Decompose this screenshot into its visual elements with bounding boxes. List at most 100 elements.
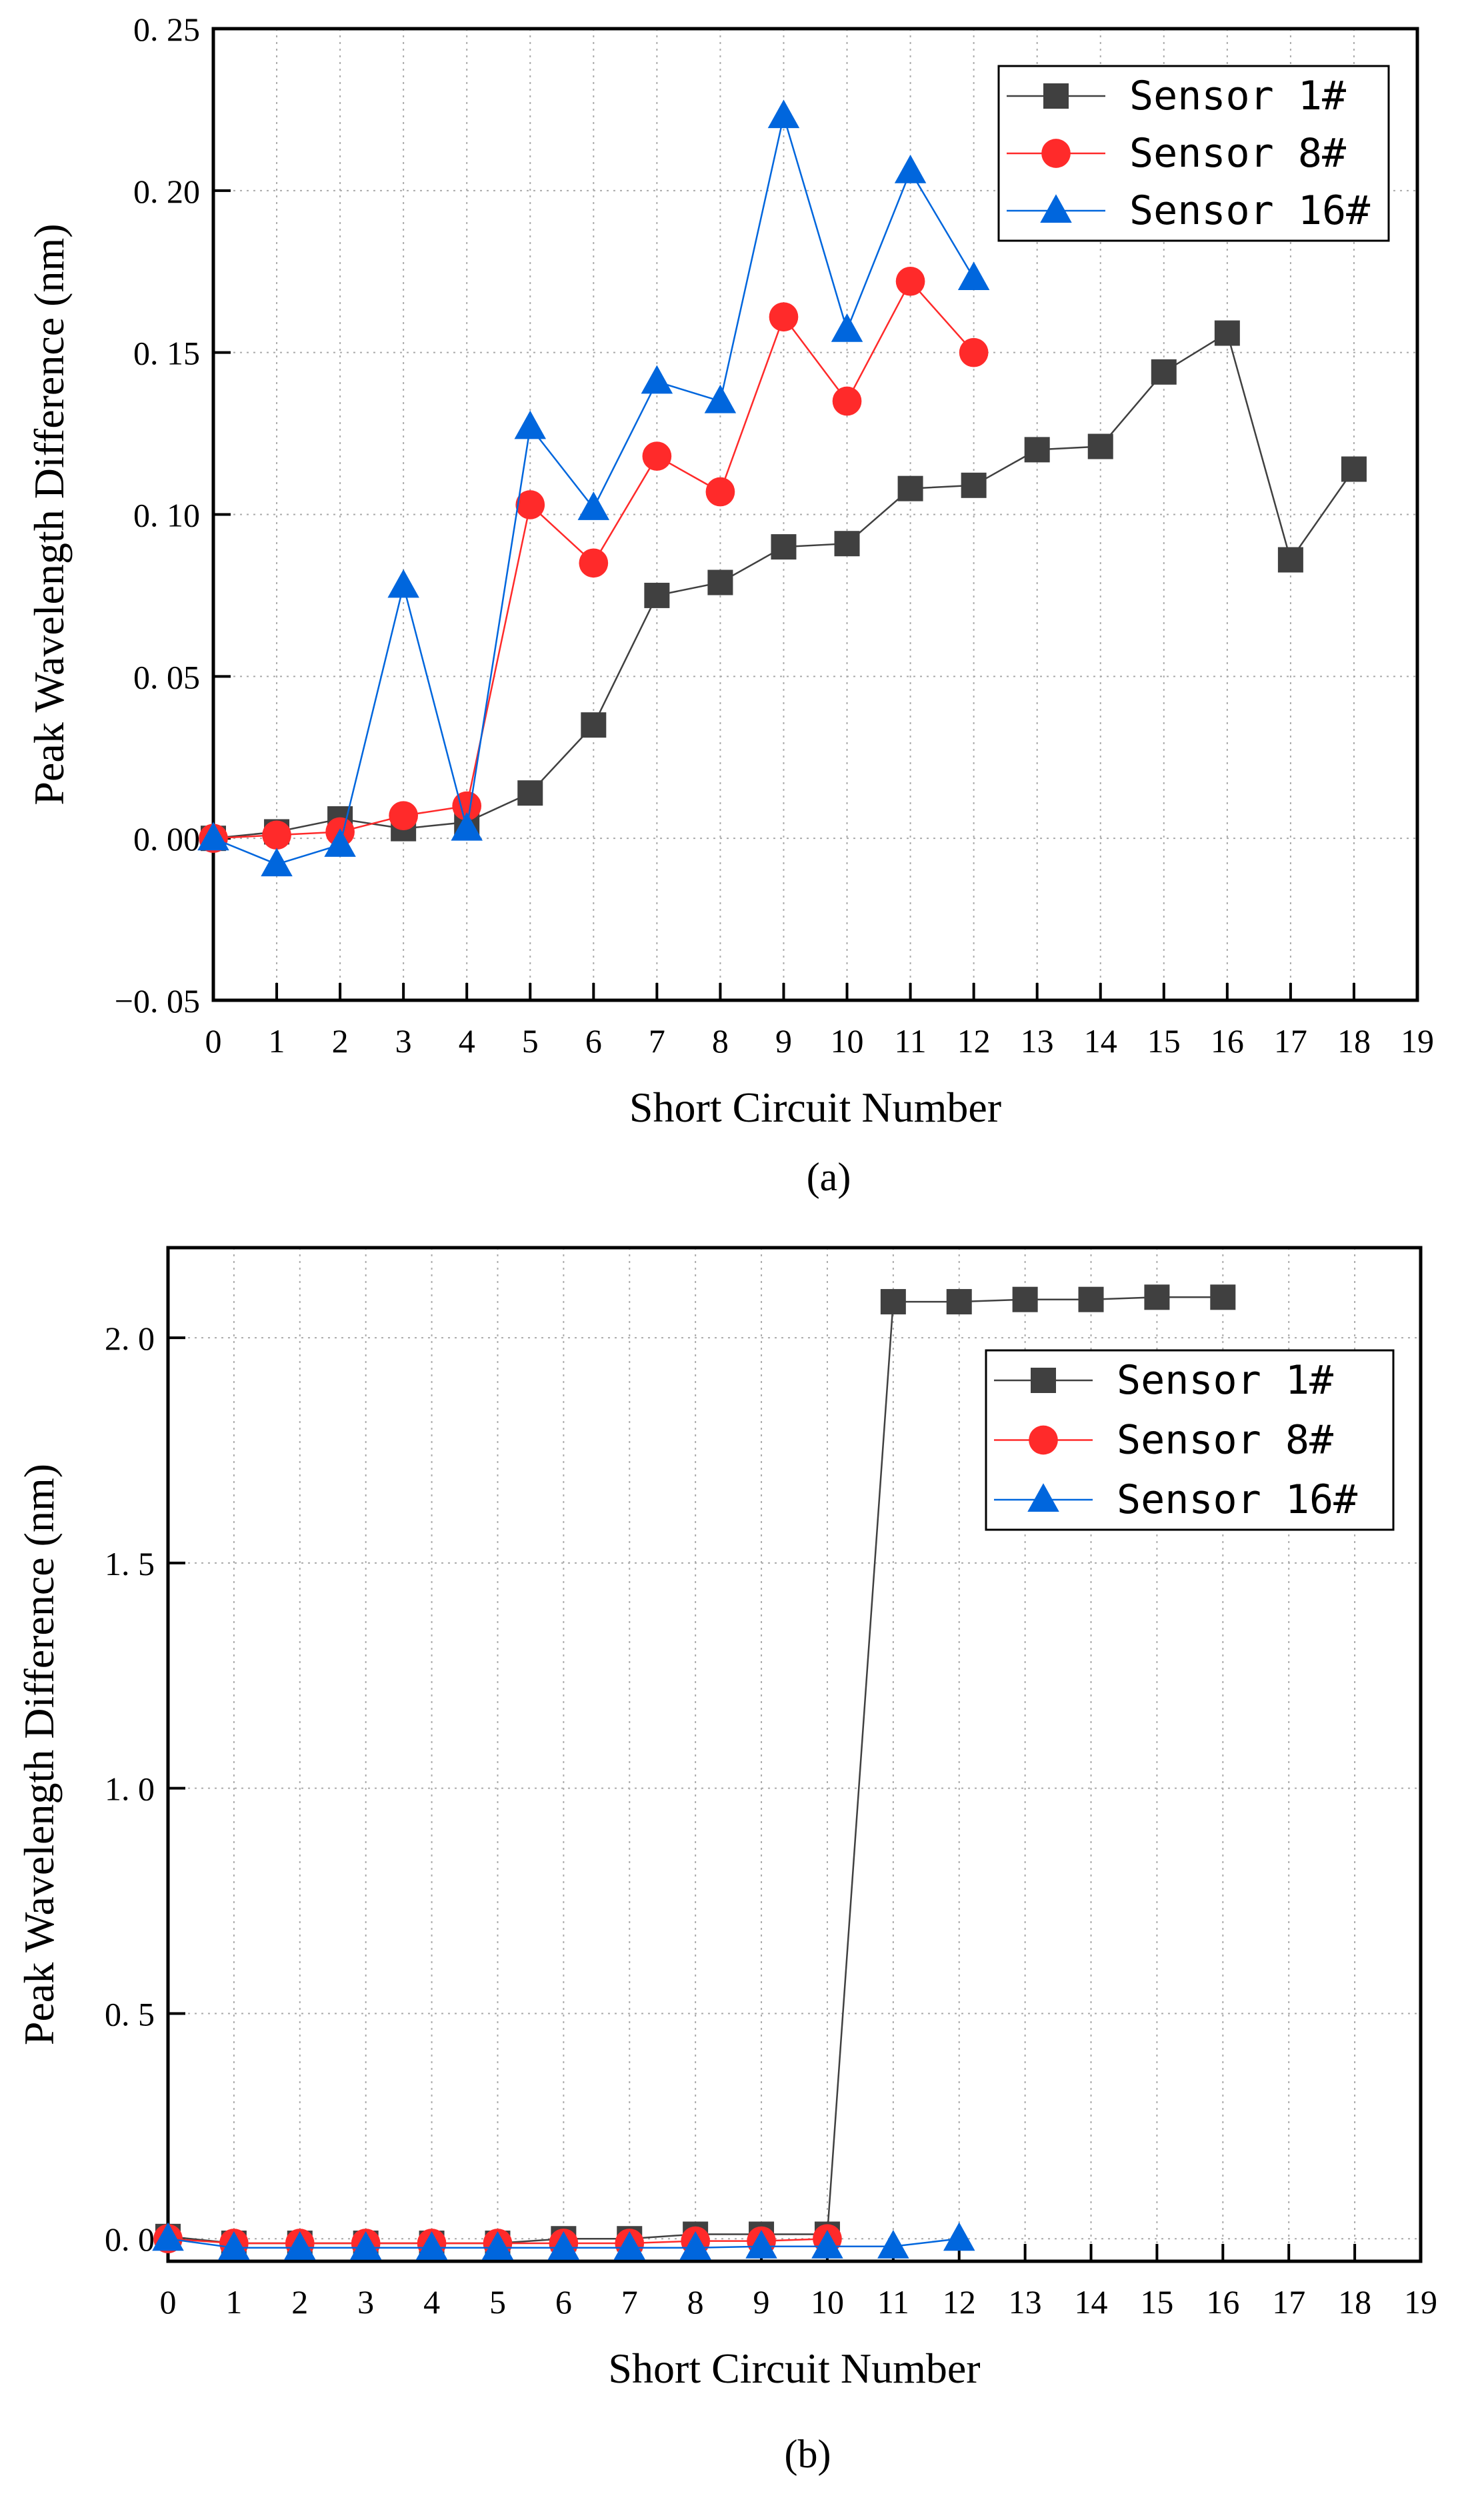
x-tick-label: 18 xyxy=(1338,2283,1371,2321)
marker-square xyxy=(1031,1368,1056,1393)
marker-triangle xyxy=(767,99,800,129)
marker-circle xyxy=(705,477,735,507)
x-tick-label: 10 xyxy=(811,2283,844,2321)
marker-circle xyxy=(832,386,862,416)
x-tick-label: 12 xyxy=(943,2283,976,2321)
marker-triangle xyxy=(943,2222,975,2251)
marker-circle xyxy=(769,302,799,332)
x-tick-label: 19 xyxy=(1401,1022,1434,1060)
marker-triangle xyxy=(152,2222,184,2251)
x-tick-label: 12 xyxy=(957,1022,991,1060)
x-tick-label: 7 xyxy=(649,1022,665,1060)
x-tick-label: 4 xyxy=(423,2283,440,2321)
marker-triangle xyxy=(514,410,547,439)
x-tick-label: 11 xyxy=(877,2283,909,2321)
legend-label: Sensor 8# xyxy=(1117,1417,1333,1464)
marker-triangle xyxy=(1027,1483,1059,1512)
marker-circle xyxy=(579,548,609,578)
y-tick-label: 0. 0 xyxy=(105,2221,155,2258)
marker-triangle xyxy=(284,2231,316,2260)
x-tick-label: 3 xyxy=(357,2283,374,2321)
x-axis-title: Short Circuit Number xyxy=(608,2345,980,2392)
marker-triangle xyxy=(745,2230,777,2259)
legend: Sensor 1# Sensor 8# Sensor 16# xyxy=(985,1349,1395,1531)
x-tick-label: 7 xyxy=(621,2283,638,2321)
legend-label: Sensor 16# xyxy=(1129,187,1370,234)
chart-b: 0 1 2 3 4 5 6 7 8 9 10 11 12 13 14 15 16 17 18 190. 00. 51.… xyxy=(15,1246,1437,2476)
series-square xyxy=(201,320,1367,852)
x-tick-label: 14 xyxy=(1075,2283,1108,2321)
marker-triangle xyxy=(577,491,610,520)
marker-square xyxy=(961,472,987,498)
marker-triangle xyxy=(613,2231,646,2260)
x-tick-label: 16 xyxy=(1211,1022,1244,1060)
y-tick-label: 0. 25 xyxy=(133,11,200,48)
x-axis-title: Short Circuit Number xyxy=(629,1084,1001,1131)
x-tick-label: 19 xyxy=(1404,2283,1437,2321)
x-tick-label: 3 xyxy=(395,1022,412,1060)
marker-square xyxy=(1210,1284,1236,1310)
marker-triangle xyxy=(218,2231,250,2260)
x-tick-label: 6 xyxy=(555,2283,572,2321)
marker-triangle xyxy=(324,828,356,857)
marker-square xyxy=(1043,83,1069,109)
marker-square xyxy=(707,569,733,595)
marker-square xyxy=(1024,437,1050,463)
x-tick-label: 6 xyxy=(585,1022,602,1060)
marker-triangle xyxy=(641,365,673,394)
marker-triangle xyxy=(415,2231,448,2260)
marker-triangle xyxy=(197,822,229,851)
y-tick-label: 0. 20 xyxy=(133,173,200,210)
y-tick-label: 2. 0 xyxy=(105,1320,155,1357)
marker-square xyxy=(771,534,797,560)
x-tick-label: 13 xyxy=(1021,1022,1054,1060)
marker-circle xyxy=(895,266,925,296)
marker-triangle xyxy=(349,2231,382,2260)
x-tick-label: 5 xyxy=(522,1022,539,1060)
marker-triangle xyxy=(894,154,927,183)
y-tick-label: 0. 15 xyxy=(133,335,200,372)
marker-square xyxy=(644,582,670,608)
y-tick-label: 0. 00 xyxy=(133,820,200,858)
marker-square xyxy=(1277,547,1303,573)
x-tick-label: 8 xyxy=(712,1022,729,1060)
plot-frame xyxy=(166,1246,1423,2263)
x-tick-label: 16 xyxy=(1206,2283,1239,2321)
y-tick-label: 0. 10 xyxy=(133,497,200,534)
marker-triangle xyxy=(387,569,419,598)
x-tick-label: 4 xyxy=(459,1022,475,1060)
marker-square xyxy=(1078,1286,1104,1312)
marker-square xyxy=(1087,433,1113,459)
marker-square xyxy=(834,531,860,557)
marker-square xyxy=(1151,359,1177,385)
x-tick-label: 13 xyxy=(1009,2283,1042,2321)
marker-square xyxy=(880,1289,906,1315)
marker-triangle xyxy=(877,2230,909,2259)
legend-label: Sensor 16# xyxy=(1117,1476,1357,1523)
x-tick-label: 14 xyxy=(1084,1022,1117,1060)
y-tick-label: 1. 0 xyxy=(105,1770,155,1808)
y-axis-title: Peak Wavelength Difference (nm) xyxy=(25,223,73,805)
x-tick-label: 0 xyxy=(160,2283,177,2321)
x-tick-label: 1 xyxy=(269,1022,285,1060)
y-tick-label: 0. 05 xyxy=(133,658,200,696)
x-tick-label: 18 xyxy=(1337,1022,1371,1060)
x-tick-label: 2 xyxy=(291,2283,308,2321)
series-circle xyxy=(199,266,989,854)
y-tick-label: −0. 05 xyxy=(115,982,200,1020)
x-tick-label: 15 xyxy=(1147,1022,1181,1060)
legend-label: Sensor 8# xyxy=(1129,130,1346,177)
legend: Sensor 1# Sensor 8# Sensor 16# xyxy=(997,65,1390,242)
x-tick-label: 5 xyxy=(489,2283,506,2321)
marker-circle xyxy=(389,801,419,831)
legend-label: Sensor 1# xyxy=(1129,73,1346,119)
marker-triangle xyxy=(261,848,293,877)
x-tick-label: 15 xyxy=(1140,2283,1173,2321)
panel-caption: (b) xyxy=(785,2432,831,2476)
marker-square xyxy=(517,780,543,806)
marker-circle xyxy=(515,490,545,519)
marker-circle xyxy=(959,337,989,367)
marker-triangle xyxy=(481,2231,514,2260)
series-triangle xyxy=(152,2222,975,2260)
